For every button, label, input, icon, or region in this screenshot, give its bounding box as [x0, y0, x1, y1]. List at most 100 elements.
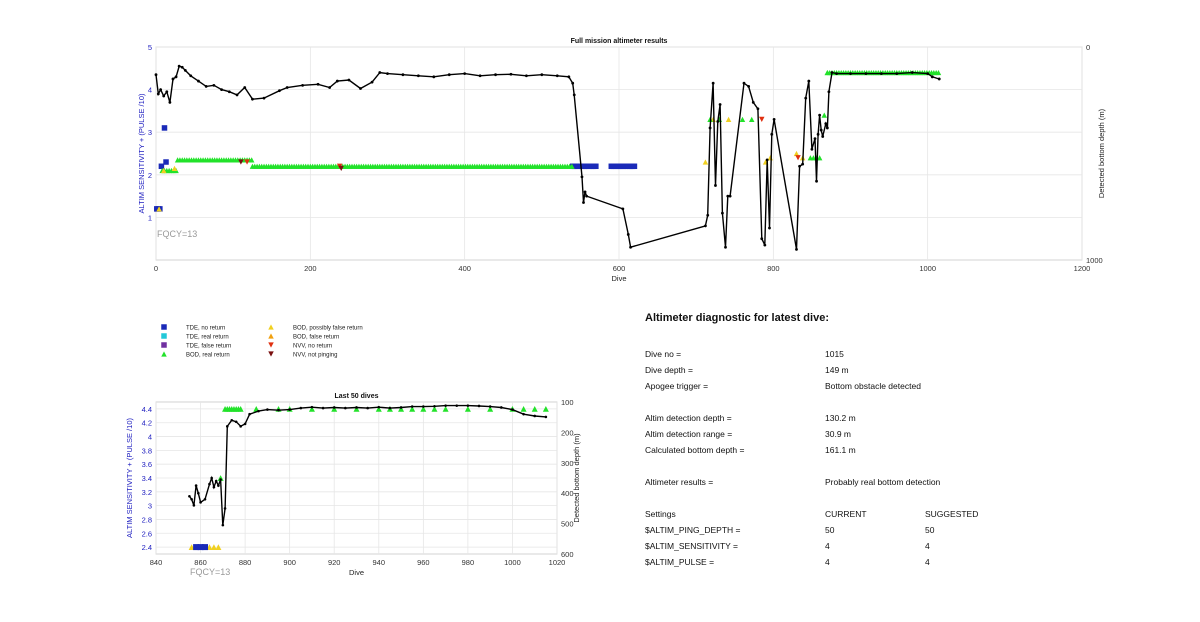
- last-50-xtick-label: 840: [150, 558, 163, 567]
- calc-bottom-label: Calculated bottom depth =: [645, 445, 745, 455]
- full-mission-depth-point: [171, 77, 175, 81]
- last-50-depth-point: [243, 422, 247, 426]
- full-mission-ytick-right-label: 1000: [1086, 256, 1103, 265]
- full-mission-ylabel-right: Detected bottom depth (m): [1097, 108, 1106, 198]
- full-mission-depth-point: [801, 162, 805, 166]
- last-50-ytick-left-label: 3.4: [142, 474, 152, 483]
- sensitivity-row: $ALTIM_SENSITIVITY = 4 4: [645, 538, 1165, 554]
- full-mission-depth-point: [301, 83, 305, 87]
- last-50-xtick-label: 860: [194, 558, 207, 567]
- apogee-label: Apogee trigger =: [645, 381, 709, 391]
- full-mission-setting-marker: [160, 167, 167, 174]
- suggested-header: SUGGESTED: [925, 509, 979, 519]
- full-mission-setting-marker: [158, 163, 165, 170]
- full-mission-depth-point: [540, 73, 544, 77]
- last-50-depth-point: [488, 405, 492, 408]
- results-row: Altimeter results = Probably real bottom…: [645, 474, 1165, 490]
- full-mission-ylabel-left: ALTIM SENSITIVITY + (PULSE /10): [137, 93, 146, 213]
- full-mission-depth-point: [168, 100, 172, 104]
- full-mission-depth-point: [212, 83, 216, 87]
- altim-depth-value: 130.2 m: [825, 413, 856, 423]
- apogee-value: Bottom obstacle detected: [825, 381, 921, 391]
- full-mission-depth-point: [768, 226, 771, 230]
- full-mission-depth-point: [742, 81, 746, 85]
- full-mission-depth-point: [432, 75, 436, 79]
- full-mission-depth-point: [819, 128, 823, 132]
- last-50-ytick-left-label: 3.2: [142, 488, 152, 497]
- full-mission-depth-point: [177, 64, 181, 68]
- last-50-ytick-left-label: 4: [148, 433, 152, 442]
- last-50-depth-point: [344, 406, 347, 410]
- full-mission-depth-point: [220, 88, 223, 91]
- altim-depth-label: Altim detection depth =: [645, 413, 732, 423]
- last-50-depth-point: [225, 425, 229, 428]
- full-mission-ytick-left-label: 5: [148, 43, 152, 52]
- full-mission-depth-point: [509, 72, 513, 76]
- last-50-depth-point: [221, 523, 225, 527]
- full-mission-depth-point: [879, 72, 883, 76]
- full-mission-depth-point: [555, 74, 559, 78]
- full-mission-depth-point: [227, 90, 231, 94]
- legend-marker: [161, 324, 167, 330]
- last-50-xtick-label: 880: [239, 558, 252, 567]
- last-50-depth-point: [433, 404, 436, 408]
- full-mission-depth-point: [751, 100, 755, 104]
- last-50-depth-point: [522, 412, 525, 416]
- full-mission-depth-point: [328, 86, 332, 89]
- legend-label: TDE, no return: [186, 326, 225, 332]
- last-50-depth-point: [288, 408, 291, 411]
- last-50-depth-point: [190, 497, 193, 501]
- last-50-depth-point: [203, 497, 207, 501]
- full-mission-depth-point: [416, 74, 420, 78]
- full-mission-depth-point: [585, 194, 588, 198]
- settings-header-row: Settings CURRENT SUGGESTED: [645, 506, 1165, 522]
- last-50-depth-point: [192, 504, 196, 507]
- full-mission-depth-point: [798, 164, 801, 168]
- full-mission-depth-point: [251, 97, 254, 101]
- full-mission-depth-point: [463, 72, 467, 76]
- full-mission-depth-point: [816, 132, 820, 136]
- pulse-row: $ALTIM_PULSE = 4 4: [645, 554, 1165, 570]
- full-mission-depth-point: [937, 77, 941, 81]
- legend-label: TDE, false return: [186, 344, 231, 350]
- full-mission-depth-point: [704, 224, 707, 228]
- full-mission-depth-point: [728, 194, 732, 198]
- full-mission-xtick-label: 0: [154, 264, 158, 273]
- pulse-label: $ALTIM_PULSE =: [645, 557, 715, 567]
- last-50-depth-point: [248, 412, 251, 416]
- full-mission-ytick-right-label: 0: [1086, 43, 1090, 52]
- last-50-ytick-right-label: 600: [561, 550, 574, 559]
- full-mission-fqcy-annotation: FQCY=13: [157, 229, 197, 239]
- full-mission-ytick-left-label: 3: [148, 128, 152, 137]
- full-mission-depth-point: [772, 118, 776, 121]
- last-50-depth-point: [212, 485, 216, 489]
- full-mission-depth-point: [165, 90, 169, 94]
- full-mission-depth-point: [807, 79, 811, 83]
- full-mission-setting-marker: [725, 116, 732, 123]
- full-mission-xtick-label: 1200: [1074, 264, 1091, 273]
- last-50-xtick-label: 1000: [504, 558, 521, 567]
- last-50-setting-marker: [353, 406, 360, 412]
- full-mission-setting-marker: [816, 155, 823, 161]
- last-50-setting-marker: [431, 406, 438, 412]
- last-50-ytick-right-label: 300: [561, 459, 574, 468]
- full-mission-depth-point: [813, 137, 817, 140]
- last-50-depth-point: [355, 406, 358, 409]
- last-50-depth-point: [533, 414, 537, 418]
- last-50-chart: 840 860 880 900 920 940 960 980 1000 1020 2.4 2.6 2.…: [125, 393, 581, 577]
- legend-marker: [268, 351, 274, 357]
- full-mission-depth-point: [370, 80, 374, 84]
- last-50-depth-point: [466, 404, 470, 407]
- altim-range-label: Altim detection range =: [645, 429, 733, 439]
- calc-bottom-row: Calculated bottom depth = 161.1 m: [645, 442, 1165, 458]
- pulse-suggested: 4: [925, 557, 930, 567]
- full-mission-depth-point: [204, 85, 208, 88]
- full-mission-depth-point: [162, 94, 166, 98]
- full-mission-depth-point: [818, 113, 822, 117]
- last-50-setting-marker: [210, 544, 217, 550]
- full-mission-depth-point: [708, 126, 712, 130]
- full-mission-depth-point: [197, 79, 200, 83]
- full-mission-xtick-label: 200: [304, 264, 317, 273]
- last-50-setting-marker: [331, 406, 338, 412]
- full-mission-xtick-label: 600: [613, 264, 626, 273]
